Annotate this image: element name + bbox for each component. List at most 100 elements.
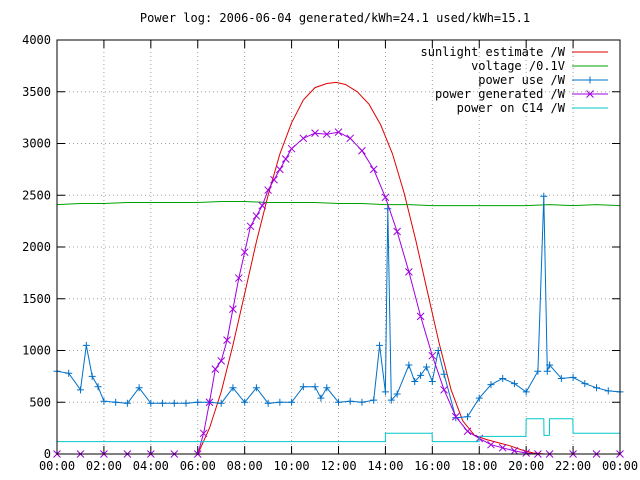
data-point: [422, 363, 430, 371]
data-point: [246, 222, 255, 231]
series-line: [197, 81, 545, 455]
x-tick-label: 00:00: [39, 459, 75, 473]
data-point: [369, 165, 378, 174]
data-point: [370, 396, 378, 404]
x-tick-label: 12:00: [320, 459, 356, 473]
y-tick-label: 4000: [22, 33, 51, 47]
data-point: [88, 372, 96, 380]
data-point: [411, 378, 419, 386]
series-power-use-w: [53, 192, 624, 422]
series-line: [57, 418, 620, 443]
data-point: [405, 267, 413, 276]
data-point: [604, 387, 612, 395]
data-point: [311, 383, 319, 391]
y-tick-label: 3000: [22, 137, 51, 151]
data-point: [264, 399, 272, 407]
y-tick-label: 2000: [22, 240, 51, 254]
x-tick-label: 06:00: [180, 459, 216, 473]
data-point: [335, 398, 342, 406]
data-point: [381, 388, 389, 396]
data-point: [234, 274, 243, 282]
data-point: [498, 443, 507, 452]
data-point: [464, 413, 472, 421]
data-point: [510, 380, 518, 388]
data-point: [543, 367, 551, 375]
x-tick-label: 02:00: [86, 459, 122, 473]
data-point: [428, 351, 437, 360]
data-point: [276, 398, 284, 406]
series-voltage-0-1v: [56, 201, 621, 207]
x-tick-label: 20:00: [508, 459, 544, 473]
series-power-generated-w: [53, 128, 624, 458]
data-point: [522, 388, 530, 396]
data-point: [393, 227, 401, 236]
series-sunlight-estimate-w: [197, 81, 545, 455]
data-point: [334, 128, 343, 136]
data-point: [299, 134, 308, 143]
legend-label: voltage /0.1V: [471, 59, 565, 73]
data-point: [376, 341, 384, 349]
data-point: [440, 385, 448, 394]
data-point: [147, 399, 155, 407]
data-point: [100, 397, 108, 405]
data-point: [241, 398, 249, 406]
data-point: [65, 369, 73, 377]
data-point: [358, 398, 366, 406]
data-point: [252, 384, 260, 392]
data-point: [94, 383, 102, 391]
data-point: [123, 399, 131, 407]
data-point: [451, 412, 460, 421]
y-tick-label: 1000: [22, 344, 51, 358]
data-point: [510, 447, 519, 455]
data-point: [546, 361, 554, 369]
data-point: [252, 212, 261, 220]
data-point: [440, 370, 448, 378]
series-power-on-c14-w: [57, 418, 620, 443]
x-tick-label: 14:00: [367, 459, 403, 473]
x-tick-label: 16:00: [414, 459, 450, 473]
data-point: [593, 384, 601, 392]
data-point: [323, 384, 331, 392]
data-point: [223, 336, 231, 345]
series-line: [56, 201, 621, 207]
data-point: [270, 175, 278, 184]
x-tick-label: 22:00: [555, 459, 591, 473]
chart-title: Power log: 2006-06-04 generated/kWh=24.1…: [140, 11, 530, 25]
data-point: [522, 449, 531, 457]
data-point: [311, 129, 319, 138]
data-point: [540, 192, 548, 200]
data-point: [288, 398, 296, 406]
data-point: [217, 399, 225, 407]
data-point: [581, 380, 589, 388]
data-point: [194, 398, 202, 406]
data-point: [358, 146, 366, 155]
legend-label: power use /W: [478, 73, 565, 87]
data-point: [557, 374, 565, 382]
data-point: [417, 371, 425, 379]
data-point: [112, 398, 120, 406]
data-point: [384, 205, 392, 213]
data-point: [381, 193, 390, 202]
data-point: [258, 201, 267, 210]
data-point: [135, 384, 143, 392]
data-point: [229, 305, 237, 313]
data-point: [276, 165, 284, 174]
y-tick-label: 2500: [22, 188, 51, 202]
data-point: [205, 398, 214, 407]
data-point: [534, 367, 542, 375]
data-point: [346, 134, 355, 143]
data-point: [287, 144, 296, 153]
data-point: [346, 397, 354, 405]
x-tick-label: 10:00: [274, 459, 310, 473]
axis-ticks: 0 500 1000 1500 2000 2500 3000 3500 4000 00:00 02:…: [22, 33, 638, 473]
x-tick-label: 00:00: [602, 459, 638, 473]
data-point: [182, 399, 190, 407]
data-point: [569, 373, 577, 381]
series-area: [53, 81, 624, 458]
data-point: [393, 390, 401, 398]
data-point: [170, 399, 178, 407]
y-tick-label: 3500: [22, 85, 51, 99]
data-point: [76, 386, 84, 394]
data-point: [586, 90, 594, 98]
